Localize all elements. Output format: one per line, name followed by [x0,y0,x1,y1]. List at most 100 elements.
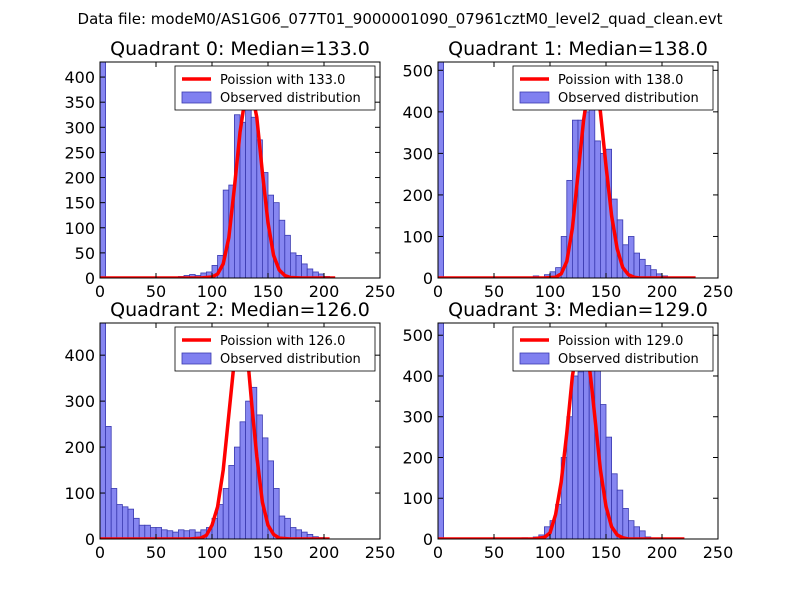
histogram-bar [122,506,129,539]
legend-poisson-label: Poission with 126.0 [220,334,345,349]
y-tick-label: 400 [64,346,95,365]
y-tick-label: 0 [423,269,433,288]
histogram-bar [273,488,280,539]
histogram-bar [110,488,118,539]
plot-frame [99,61,381,279]
histogram-bar [616,489,624,539]
legend-observed-label: Observed distribution [558,91,699,106]
x-tick-label: 250 [365,543,396,562]
quadrant-3-panel: 0 50 100 150 200 250 0 100 200 300 400 500 Quadrant … [402,299,733,562]
y-tick-label: 400 [64,68,95,87]
y-tick-label: 200 [402,186,433,205]
x-tick-label: 0 [433,543,443,562]
histogram-bar [222,488,230,539]
legend-observed-swatch [519,352,550,365]
histogram-bar [127,508,134,539]
legend-observed-swatch [181,352,212,365]
histogram-bar [133,517,140,539]
histogram-bar [245,89,252,278]
plot-frame [99,322,381,540]
legend-observed-label: Observed distribution [558,352,699,367]
x-tick-label: 50 [146,543,166,562]
histogram-bar [572,375,579,539]
y-tick-label: 350 [64,93,95,112]
x-tick-label: 0 [95,282,105,301]
histogram-bar [105,426,112,539]
y-tick-label: 100 [64,219,95,238]
histogram-bar [144,524,151,539]
quadrant-title: Quadrant 2: Median=126.0 [110,299,370,321]
quadrant-2-panel: 0 50 100 150 200 250 0 100 200 300 400 Quadrant 2: … [64,299,395,562]
histogram-bar [633,526,640,539]
legend-observed-label: Observed distribution [220,352,361,367]
legend-poisson-label: Poission with 138.0 [558,73,683,88]
x-tick-label: 200 [309,282,340,301]
y-tick-label: 200 [64,438,95,457]
y-tick-label: 0 [85,530,95,549]
y-tick-label: 200 [64,169,95,188]
x-tick-label: 100 [535,282,566,301]
x-tick-label: 100 [535,543,566,562]
y-tick-label: 0 [85,269,95,288]
legend-observed-swatch [181,91,212,104]
histogram-bar [583,111,590,278]
y-tick-label: 200 [402,448,433,467]
quadrant-title: Quadrant 0: Median=133.0 [110,38,370,60]
histogram-bar [583,355,590,539]
histogram-bar [577,371,584,539]
histogram-bar [239,421,246,539]
x-tick-label: 100 [197,543,228,562]
histogram-bar [228,465,235,539]
x-tick-label: 50 [484,543,504,562]
histogram-bar [250,116,258,278]
x-tick-label: 0 [95,543,105,562]
y-tick-label: 150 [64,194,95,213]
histogram-bar [233,446,241,539]
quadrant-1-panel: 0 50 100 150 200 250 0 100 200 300 400 500 Quadrant … [402,38,733,301]
histogram-bar [284,234,291,278]
x-tick-label: 200 [309,543,340,562]
histogram-bar [239,121,246,278]
legend-observed-swatch [519,91,550,104]
y-tick-label: 100 [402,227,433,246]
quadrant-title: Quadrant 3: Median=129.0 [448,299,708,321]
histogram-bar [284,517,291,539]
y-tick-label: 500 [402,326,433,345]
y-tick-label: 50 [75,244,95,263]
plot-frame [437,61,719,279]
x-tick-label: 150 [591,543,622,562]
y-tick-label: 0 [423,530,433,549]
figure-title: Data file: modeM0/AS1G06_077T01_90000010… [78,10,723,29]
histogram-bar [278,515,286,539]
x-tick-label: 100 [197,282,228,301]
y-tick-label: 400 [402,103,433,122]
histogram-bar [633,252,640,278]
y-tick-label: 100 [64,484,95,503]
x-tick-label: 250 [703,543,734,562]
histogram-bar [116,504,123,539]
x-tick-label: 200 [647,543,678,562]
y-tick-label: 100 [402,489,433,508]
legend-observed-label: Observed distribution [220,91,361,106]
legend-poisson-label: Poission with 129.0 [558,334,683,349]
histogram-bar [438,62,444,278]
x-tick-label: 250 [365,282,396,301]
histogram-bar [289,252,297,278]
histogram-bar [639,530,646,539]
histogram-bar [622,508,629,539]
histogram-bar [639,258,646,278]
histogram-bar [594,140,601,278]
x-tick-label: 250 [703,282,734,301]
quadrant-title: Quadrant 1: Median=138.0 [448,38,708,60]
histogram-bar [138,524,146,539]
histogram-bar [438,323,444,539]
x-tick-label: 150 [253,282,284,301]
x-tick-label: 150 [591,282,622,301]
x-tick-label: 0 [433,282,443,301]
histogram-bar [644,265,652,278]
y-tick-label: 300 [64,392,95,411]
histogram-bar [295,254,302,278]
y-tick-label: 300 [64,118,95,137]
histogram-bar [245,400,252,539]
